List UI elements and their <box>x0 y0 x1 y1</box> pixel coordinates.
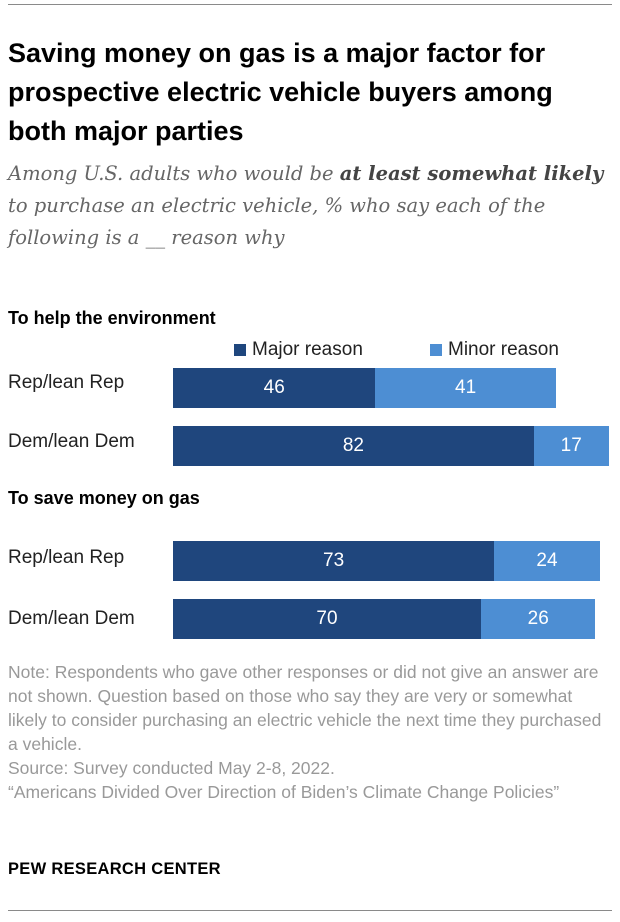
bar-major-gas-dem: 70 <box>173 599 481 639</box>
source-text: Source: Survey conducted May 2-8, 2022. <box>8 758 335 778</box>
row-label-gas-dem: Dem/lean Dem <box>8 608 135 629</box>
bar-major-gas-rep: 73 <box>173 541 495 581</box>
bar-major-env-rep: 46 <box>173 368 376 408</box>
chart-note: Note: Respondents who gave other respons… <box>8 660 608 804</box>
chart-title: Saving money on gas is a major factor fo… <box>8 38 553 146</box>
chart-subtitle: Among U.S. adults who would be at least … <box>8 158 614 254</box>
legend-swatch-major <box>234 344 246 356</box>
row-label-env-dem: Dem/lean Dem <box>8 431 135 452</box>
bar-minor-env-dem: 17 <box>533 426 609 466</box>
row-label-gas-rep: Rep/lean Rep <box>8 547 125 568</box>
brand-logo: PEW RESEARCH CENTER <box>8 860 221 878</box>
top-rule <box>8 4 612 5</box>
bar-minor-gas-rep: 24 <box>494 541 600 581</box>
bar-minor-gas-dem: 26 <box>481 599 596 639</box>
subtitle-text-before: Among U.S. adults who would be <box>8 162 340 185</box>
bar-minor-env-rep: 41 <box>375 368 556 408</box>
legend-label-minor: Minor reason <box>448 339 559 360</box>
legend-label-major: Major reason <box>252 339 363 360</box>
report-title: “Americans Divided Over Direction of Bid… <box>8 782 560 802</box>
panel-title-environment: To help the environment <box>8 308 216 328</box>
legend-minor: Minor reason <box>430 338 559 362</box>
subtitle-text-after: to purchase an electric vehicle, % who s… <box>8 194 546 249</box>
panel-title-gas: To save money on gas <box>8 488 200 508</box>
subtitle-text-bold: at least somewhat likely <box>339 162 604 185</box>
row-label-env-rep: Rep/lean Rep <box>8 372 125 393</box>
bottom-rule <box>8 910 612 911</box>
legend-swatch-minor <box>430 344 442 356</box>
bar-major-env-dem: 82 <box>173 426 534 466</box>
legend-major: Major reason <box>234 338 363 362</box>
note-text: Note: Respondents who gave other respons… <box>8 662 602 754</box>
